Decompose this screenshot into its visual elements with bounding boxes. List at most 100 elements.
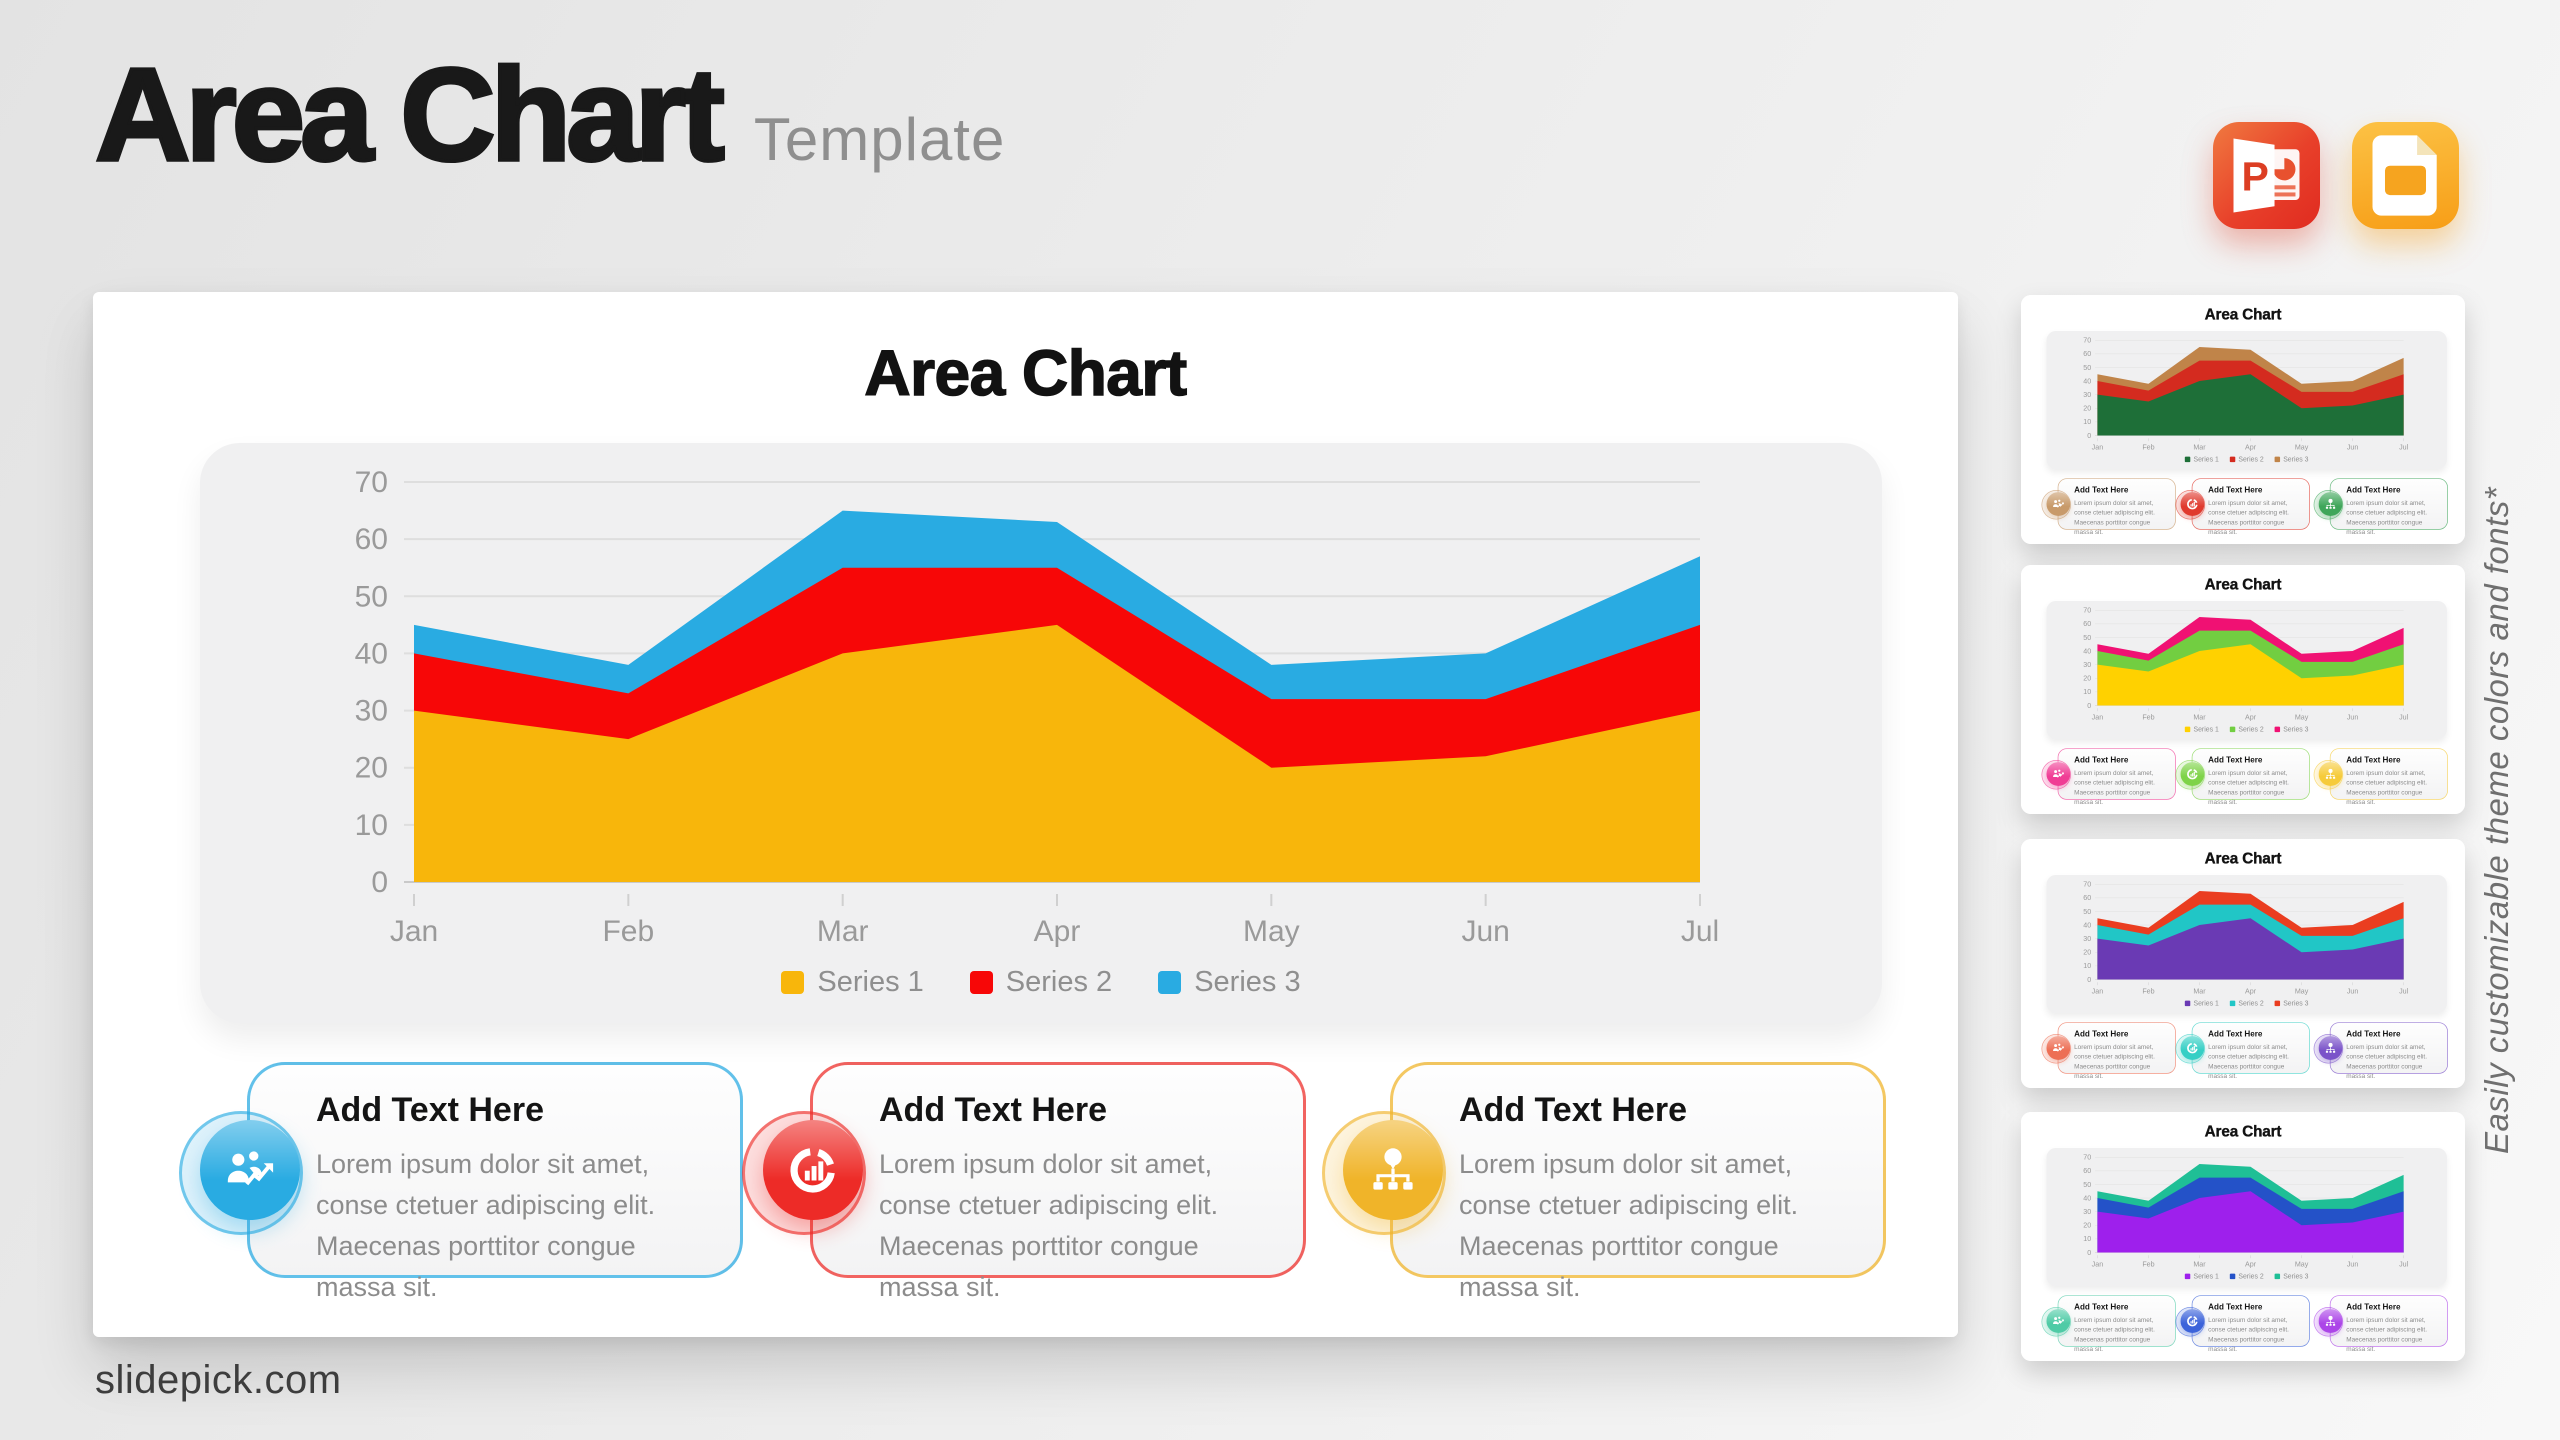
slide-thumbnail-3[interactable]: Area Chart 0 10 20 30 40 50 60 70 Jan Feb Mar Apr May… — [2021, 839, 2465, 1088]
legend-item: Series 3 — [1158, 966, 1301, 999]
legend-swatch — [2229, 456, 2236, 463]
people-growth-icon — [2053, 1043, 2064, 1052]
chart-panel: 0 10 20 30 40 50 60 70 Jan Feb Mar Apr May Jun Jul Seri… — [2046, 600, 2447, 740]
svg-text:P: P — [2242, 154, 2269, 200]
area-chart: 0 10 20 30 40 50 60 70 Jan Feb Mar Apr May Jun Jul — [355, 466, 1720, 948]
card-text: Add Text Here Lorem ipsum dolor sit amet,… — [879, 1091, 1283, 1308]
idea-tree-icon — [1373, 1148, 1413, 1190]
card-text: Add Text Here Lorem ipsum dolor sit amet,… — [2208, 755, 2304, 807]
card-title: Add Text Here — [1459, 1091, 1687, 1129]
legend-label: Series 3 — [2283, 999, 2309, 1008]
card-body: Lorem ipsum dolor sit amet, conse ctetue… — [2074, 1316, 2155, 1353]
slide-thumbnail-4[interactable]: Area Chart 0 10 20 30 40 50 60 70 Jan Feb Mar Apr May… — [2021, 1112, 2465, 1361]
svg-text:60: 60 — [2083, 620, 2091, 628]
svg-text:60: 60 — [2083, 894, 2091, 902]
legend-swatch — [2274, 1273, 2281, 1280]
svg-text:Jul: Jul — [2399, 988, 2409, 996]
slide-title: Area Chart — [2204, 575, 2282, 594]
svg-text:May: May — [1243, 915, 1300, 948]
svg-text:Feb: Feb — [2142, 1261, 2154, 1269]
svg-text:20: 20 — [355, 752, 388, 785]
card-title: Add Text Here — [879, 1091, 1107, 1129]
card-body: Lorem ipsum dolor sit amet, conse ctetue… — [2346, 769, 2428, 806]
card-text: Add Text Here Lorem ipsum dolor sit amet,… — [2346, 755, 2442, 807]
svg-text:20: 20 — [2083, 949, 2091, 957]
card-icon-circle — [2180, 492, 2205, 516]
thumbnail-scaler: Area Chart 0 10 20 30 40 50 60 70 Jan Feb Mar Apr May… — [2021, 565, 2465, 814]
legend-swatch — [2184, 456, 2191, 463]
legend-swatch — [2274, 456, 2281, 463]
chart-panel: 0 10 20 30 40 50 60 70 Jan Feb Mar Apr May Jun Jul Seri… — [2046, 330, 2447, 470]
text-card: Add Text Here Lorem ipsum dolor sit amet,… — [2041, 748, 2176, 806]
legend-label: Series 2 — [2238, 455, 2264, 464]
slide-thumbnail-2[interactable]: Area Chart 0 10 20 30 40 50 60 70 Jan Feb Mar Apr May… — [2021, 565, 2465, 814]
svg-text:0: 0 — [371, 866, 388, 899]
card-title: Add Text Here — [2208, 755, 2263, 765]
card-icon-circle — [2046, 1036, 2071, 1060]
legend-item: Series 1 — [2184, 1272, 2219, 1280]
people-growth-icon — [2053, 769, 2064, 778]
svg-text:Feb: Feb — [602, 915, 654, 948]
svg-text:Jan: Jan — [2092, 988, 2104, 996]
legend-label: Series 1 — [2193, 999, 2219, 1008]
legend-swatch — [2229, 1000, 2236, 1007]
page-title: Area Chart — [93, 39, 726, 190]
watermark: slidepick.com — [95, 1358, 342, 1402]
legend-item: Series 2 — [969, 966, 1112, 999]
slide-title: Area Chart — [2204, 305, 2282, 324]
legend-item: Series 3 — [2274, 1272, 2309, 1280]
chart-legend: Series 1 Series 2 Series 3 — [2046, 725, 2446, 733]
legend-label: Series 1 — [2193, 455, 2219, 464]
powerpoint-glyph: P — [2233, 138, 2300, 213]
svg-text:0: 0 — [2087, 1249, 2091, 1257]
idea-tree-icon — [2325, 768, 2336, 779]
chart-legend: Series 1 Series 2 Series 3 — [2046, 999, 2446, 1007]
slide-title: Area Chart — [2204, 1122, 2282, 1141]
text-card: Add Text Here Lorem ipsum dolor sit amet,… — [2175, 748, 2310, 806]
google-slides-icon[interactable] — [2352, 122, 2459, 229]
legend-item: Series 2 — [2229, 999, 2264, 1007]
svg-text:10: 10 — [2083, 418, 2091, 426]
slide-thumbnail-1[interactable]: Area Chart 0 10 20 30 40 50 60 70 Jan Feb Mar Apr May… — [2021, 295, 2465, 544]
card-text: Add Text Here Lorem ipsum dolor sit amet,… — [2074, 755, 2170, 807]
card-body: Lorem ipsum dolor sit amet, conse ctetue… — [316, 1149, 656, 1303]
svg-text:Jun: Jun — [2347, 1261, 2359, 1269]
svg-text:60: 60 — [355, 523, 388, 556]
card-text: Add Text Here Lorem ipsum dolor sit amet,… — [316, 1091, 720, 1308]
text-card: Add Text Here Lorem ipsum dolor sit amet,… — [742, 1062, 1306, 1302]
card-title: Add Text Here — [2346, 485, 2401, 495]
svg-text:10: 10 — [2083, 1235, 2091, 1243]
svg-text:Jul: Jul — [2399, 714, 2409, 722]
svg-text:Jul: Jul — [2399, 1261, 2409, 1269]
card-icon-circle — [1343, 1120, 1443, 1220]
svg-text:May: May — [2295, 988, 2309, 996]
legend-swatch — [2274, 1000, 2281, 1007]
legend-label: Series 3 — [1194, 966, 1301, 998]
slide: Area Chart 0 10 20 30 40 50 60 70 Jan Feb Mar Apr May… — [93, 292, 1958, 1337]
powerpoint-icon[interactable]: P — [2213, 122, 2320, 229]
text-card: Add Text Here Lorem ipsum dolor sit amet,… — [2175, 478, 2310, 536]
slide: Area Chart 0 10 20 30 40 50 60 70 Jan Feb Mar Apr May… — [2021, 839, 2465, 1088]
area-series-1 — [2097, 374, 2404, 436]
svg-text:10: 10 — [2083, 688, 2091, 696]
svg-text:30: 30 — [2083, 661, 2091, 669]
card-icon-circle — [2046, 762, 2071, 786]
area-series-1 — [414, 624, 1700, 882]
card-icon-circle — [200, 1120, 300, 1220]
card-body: Lorem ipsum dolor sit amet, conse ctetue… — [1459, 1149, 1799, 1303]
chart-legend: Series 1 Series 2 Series 3 — [200, 966, 1882, 999]
svg-text:Jun: Jun — [2347, 988, 2359, 996]
card-title: Add Text Here — [2346, 1029, 2401, 1039]
area-series-1 — [2097, 1191, 2404, 1253]
card-icon-circle — [763, 1120, 863, 1220]
legend-label: Series 2 — [2238, 1272, 2264, 1281]
card-title: Add Text Here — [2346, 755, 2401, 765]
card-title: Add Text Here — [2346, 1302, 2401, 1312]
card-body: Lorem ipsum dolor sit amet, conse ctetue… — [2346, 1316, 2428, 1353]
slide-title: Area Chart — [864, 336, 1188, 410]
chart-panel: 0 10 20 30 40 50 60 70 Jan Feb Mar Apr May Jun Jul Seri… — [200, 443, 1882, 1023]
text-card: Add Text Here Lorem ipsum dolor sit amet,… — [2313, 748, 2448, 806]
legend-item: Series 1 — [2184, 999, 2219, 1008]
svg-text:40: 40 — [355, 637, 388, 670]
area-chart: 0 10 20 30 40 50 60 70 Jan Feb Mar Apr May Jun Jul — [2083, 881, 2409, 996]
